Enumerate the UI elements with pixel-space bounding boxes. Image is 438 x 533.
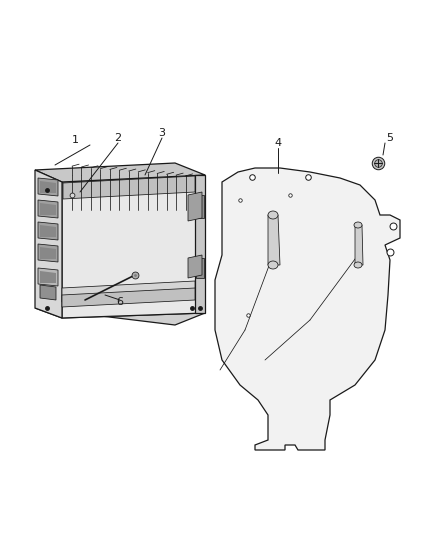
Polygon shape (196, 258, 204, 278)
Polygon shape (38, 244, 58, 262)
Text: 3: 3 (159, 128, 166, 138)
Polygon shape (40, 181, 56, 193)
Polygon shape (38, 200, 58, 218)
Text: 6: 6 (117, 297, 124, 307)
Polygon shape (195, 175, 205, 313)
Polygon shape (35, 308, 205, 325)
Polygon shape (268, 215, 280, 265)
Polygon shape (215, 168, 400, 450)
Ellipse shape (354, 262, 362, 268)
Polygon shape (63, 176, 195, 199)
Polygon shape (40, 285, 56, 300)
Text: 4: 4 (275, 138, 282, 148)
Polygon shape (62, 175, 205, 318)
Polygon shape (40, 271, 56, 283)
Text: 1: 1 (71, 135, 78, 145)
Polygon shape (38, 222, 58, 240)
Polygon shape (35, 163, 205, 182)
Text: 2: 2 (114, 133, 122, 143)
Polygon shape (188, 255, 202, 278)
Ellipse shape (354, 222, 362, 228)
Polygon shape (62, 288, 195, 307)
Ellipse shape (268, 261, 278, 269)
Polygon shape (40, 225, 56, 237)
Polygon shape (40, 247, 56, 259)
Text: 5: 5 (386, 133, 393, 143)
Polygon shape (62, 281, 195, 302)
Polygon shape (40, 203, 56, 215)
Polygon shape (35, 170, 62, 318)
Polygon shape (188, 192, 202, 221)
Ellipse shape (268, 211, 278, 219)
Polygon shape (38, 268, 58, 286)
Polygon shape (38, 178, 58, 196)
Polygon shape (355, 225, 363, 265)
Polygon shape (196, 195, 204, 218)
